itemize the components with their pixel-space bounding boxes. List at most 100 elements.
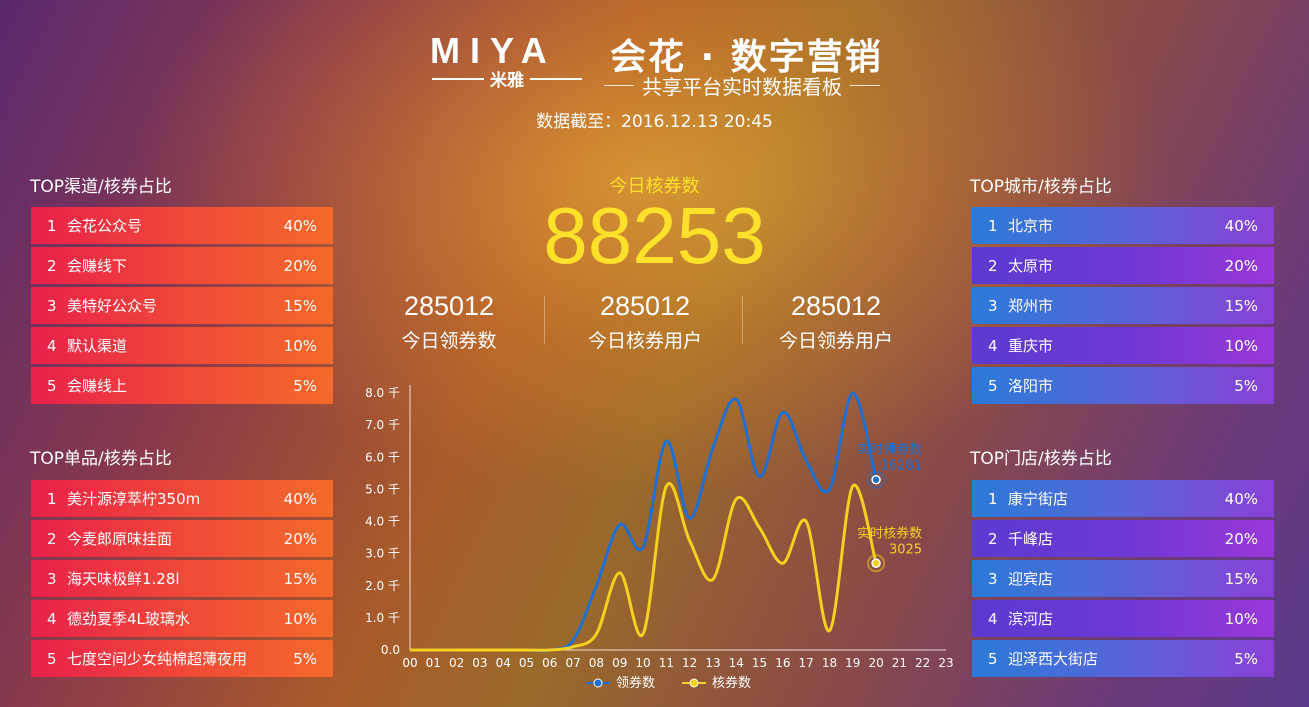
x-tick-label: 23: [938, 656, 953, 670]
rank-number: 2: [47, 529, 57, 548]
x-tick-label: 17: [799, 656, 814, 670]
channels-panel-title: TOP渠道/核券占比: [30, 177, 172, 197]
stat-today-receive-users: 285012 今日领券用户: [736, 291, 936, 353]
city-name: 洛阳市: [1008, 377, 1054, 395]
stat-divider: [742, 296, 743, 344]
x-tick-label: 21: [892, 656, 907, 670]
list-item: 5 洛阳市 5%: [972, 367, 1274, 404]
share-percent: 10%: [1224, 336, 1258, 355]
y-tick-label: 1.0 千: [365, 611, 400, 625]
share-percent: 5%: [1234, 376, 1258, 395]
stat-divider: [544, 296, 545, 344]
x-tick-label: 00: [402, 656, 417, 670]
share-percent: 40%: [283, 216, 317, 235]
share-percent: 10%: [283, 609, 317, 628]
list-item: 2 会赚线下 20%: [31, 247, 333, 284]
series-line-redeem: [409, 481, 878, 652]
today-redeem-value: 88253: [543, 191, 766, 280]
rank-number: 4: [47, 336, 57, 355]
list-item: 3 美特好公众号 15%: [31, 287, 333, 324]
share-percent: 40%: [1224, 216, 1258, 235]
live-annotation-value: 16281: [881, 459, 922, 474]
logo-line-right: [530, 77, 582, 80]
city-name: 郑州市: [1008, 297, 1054, 315]
x-tick-label: 10: [635, 656, 650, 670]
hourly-line-chart: 0.0 1.0 千 2.0 千 3.0 千 4.0 千 5.0 千 6.0 千 7.0 千 8.…: [365, 385, 954, 691]
y-tick-label: 2.0 千: [365, 579, 400, 593]
brand-logo-sub: 米雅: [432, 66, 582, 91]
share-percent: 40%: [283, 489, 317, 508]
logo-line-left: [432, 77, 484, 80]
city-name: 北京市: [1008, 217, 1054, 235]
share-percent: 20%: [283, 529, 317, 548]
product-name: 美汁源淳萃柠350m: [67, 490, 201, 508]
x-tick-label: 05: [519, 656, 534, 670]
rank-number: 1: [988, 489, 998, 508]
share-percent: 40%: [1224, 489, 1258, 508]
stat-value: 285012: [599, 291, 691, 321]
x-tick-label: 06: [542, 656, 557, 670]
channel-name: 会赚线下: [67, 257, 128, 275]
products-list: 1 美汁源淳萃柠350m 40% 2 今麦郎原味挂面 20% 3 海天味极鲜1.28l 15…: [31, 480, 333, 680]
list-item: 5 会赚线上 5%: [31, 367, 333, 404]
list-item: 5 七度空间少女纯棉超薄夜用 5%: [31, 640, 333, 677]
x-tick-label: 15: [752, 656, 767, 670]
y-tick-label: 4.0 千: [365, 515, 400, 529]
stat-today-receive: 285012 今日领券数: [349, 291, 549, 353]
brand-logo: MIYA: [430, 30, 557, 71]
x-tick-label: 02: [449, 656, 464, 670]
live-annotation-value: 3025: [889, 542, 922, 557]
x-tick-label: 16: [775, 656, 790, 670]
rank-number: 2: [47, 256, 57, 275]
x-tick-label: 07: [565, 656, 580, 670]
rank-number: 1: [988, 216, 998, 235]
rank-number: 3: [988, 296, 998, 315]
list-item: 5 迎泽西大街店 5%: [972, 640, 1274, 677]
channels-list: 1 会花公众号 40% 2 会赚线下 20% 3 美特好公众号 15% 4 默认渠道 10% 5…: [31, 207, 333, 407]
rank-number: 5: [47, 376, 57, 395]
product-name: 七度空间少女纯棉超薄夜用: [67, 650, 248, 668]
live-annotation-label: 实时领券数: [857, 442, 922, 458]
y-tick-label: 3.0 千: [365, 547, 400, 561]
rank-number: 5: [988, 649, 998, 668]
y-tick-label: 8.0 千: [365, 386, 400, 400]
share-percent: 20%: [1224, 529, 1258, 548]
rank-number: 1: [47, 489, 57, 508]
rank-number: 2: [988, 529, 998, 548]
y-tick-label: 6.0 千: [365, 450, 400, 464]
share-percent: 5%: [293, 649, 317, 668]
stat-value: 285012: [790, 291, 882, 321]
list-item: 4 德劲夏季4L玻璃水 10%: [31, 600, 333, 637]
cities-list: 1 北京市 40% 2 太原市 20% 3 郑州市 15% 4 重庆市 10% 5 洛阳市 5%: [972, 207, 1274, 407]
store-name: 迎宾店: [1008, 570, 1054, 588]
list-item: 1 北京市 40%: [972, 207, 1274, 244]
page-title: 会花 · 数字营销: [610, 37, 883, 78]
y-tick-label: 0.0: [381, 643, 400, 657]
stores-panel-title: TOP门店/核券占比: [970, 449, 1112, 469]
channel-name: 会赚线上: [67, 377, 128, 395]
x-tick-label: 22: [915, 656, 930, 670]
x-tick-label: 01: [426, 656, 441, 670]
stat-label: 今日核券用户: [587, 329, 702, 352]
data-cutoff-time: 数据截至：2016.12.13 20:45: [536, 112, 773, 132]
share-percent: 15%: [283, 569, 317, 588]
share-percent: 10%: [283, 336, 317, 355]
list-item: 2 千峰店 20%: [972, 520, 1274, 557]
x-tick-label: 18: [822, 656, 837, 670]
list-item: 2 今麦郎原味挂面 20%: [31, 520, 333, 557]
x-tick-label: 09: [612, 656, 627, 670]
list-item: 4 默认渠道 10%: [31, 327, 333, 364]
cities-panel-title: TOP城市/核券占比: [970, 177, 1112, 197]
today-redeem-label: 今日核券数: [609, 176, 700, 197]
store-name: 千峰店: [1008, 530, 1054, 548]
rank-number: 3: [47, 569, 57, 588]
subtitle-line-right: [850, 85, 880, 86]
stat-label: 今日领券数: [401, 329, 497, 352]
list-item: 4 重庆市 10%: [972, 327, 1274, 364]
share-percent: 5%: [293, 376, 317, 395]
live-point-halo: [867, 470, 886, 489]
channel-name: 会花公众号: [67, 217, 143, 235]
rank-number: 3: [47, 296, 57, 315]
subtitle-line-left: [604, 85, 634, 86]
legend-marker: [689, 678, 699, 688]
